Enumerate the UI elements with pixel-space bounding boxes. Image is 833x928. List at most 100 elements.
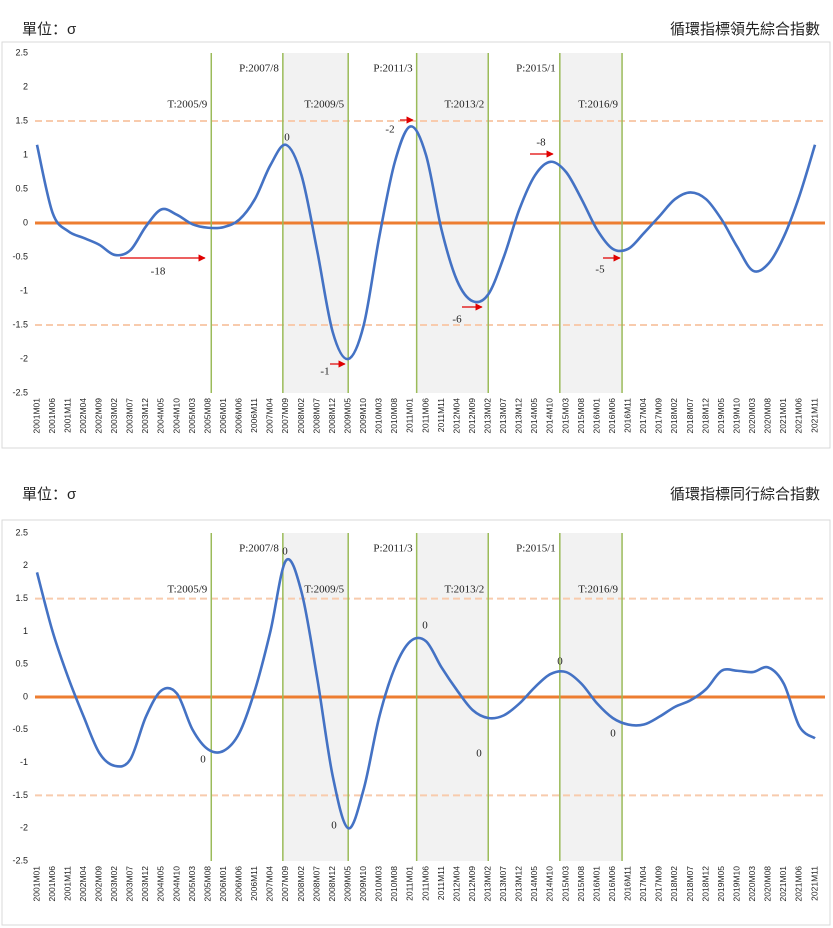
lead-annotation: 0	[284, 132, 290, 144]
lead-annotation: 0	[610, 728, 616, 740]
y-tick-label: -0.5	[12, 251, 28, 261]
x-tick-label: 2014M05	[529, 398, 539, 434]
x-tick-label: 2007M09	[280, 398, 290, 434]
x-tick-label: 2015M03	[560, 398, 570, 434]
chart-title: 循環指標領先綜合指數	[670, 21, 820, 38]
x-tick-label: 2002M09	[93, 398, 103, 434]
x-tick-label: 2016M11	[623, 398, 633, 433]
x-tick-label: 2004M10	[171, 866, 181, 902]
x-tick-label: 2018M12	[700, 866, 710, 902]
reference-label: T:2013/2	[444, 99, 484, 111]
lead-annotation: -6	[452, 314, 462, 326]
x-tick-label: 2004M05	[156, 398, 166, 434]
x-tick-label: 2017M04	[638, 398, 648, 434]
index-line	[35, 557, 816, 830]
x-tick-label: 2016M06	[607, 398, 617, 434]
x-tick-label: 2001M06	[47, 398, 57, 434]
y-tick-label: -2.5	[12, 387, 28, 397]
x-tick-label: 2013M12	[514, 866, 524, 902]
x-tick-label: 2005M08	[202, 398, 212, 434]
x-tick-label: 2001M11	[62, 398, 72, 433]
unit-label: 單位：σ	[22, 21, 77, 38]
x-tick-label: 2005M08	[202, 866, 212, 902]
x-tick-label: 2003M07	[125, 866, 135, 902]
reference-label: T:2013/2	[444, 584, 484, 596]
x-tick-label: 2013M07	[498, 398, 508, 434]
reference-label: T:2009/5	[304, 99, 344, 111]
lead-annotation: 0	[476, 748, 482, 760]
x-tick-label: 2009M05	[342, 398, 352, 434]
x-tick-label: 2007M04	[265, 398, 275, 434]
x-tick-label: 2011M01	[405, 398, 415, 433]
x-tick-label: 2021M01	[778, 398, 788, 434]
y-tick-label: 1.5	[15, 593, 28, 603]
x-tick-label: 2010M08	[389, 398, 399, 434]
x-tick-label: 2013M02	[482, 866, 492, 902]
x-tick-label: 2019M10	[731, 398, 741, 434]
x-tick-label: 2007M09	[280, 866, 290, 902]
x-tick-label: 2020M03	[747, 866, 757, 902]
x-tick-label: 2016M11	[623, 866, 633, 901]
x-tick-label: 2021M11	[809, 866, 819, 901]
y-tick-label: -2	[20, 353, 28, 363]
y-tick-label: -1.5	[12, 790, 28, 800]
y-tick-label: 0	[23, 691, 28, 701]
reference-label: T:2005/9	[167, 584, 207, 596]
y-tick-label: 1.5	[15, 115, 28, 125]
y-tick-label: -2.5	[12, 855, 28, 865]
x-tick-label: 2018M02	[669, 398, 679, 434]
x-tick-label: 2009M10	[358, 398, 368, 434]
x-tick-label: 2013M12	[514, 398, 524, 434]
x-tick-label: 2011M01	[405, 866, 415, 901]
x-tick-label: 2005M03	[187, 398, 197, 434]
lead-annotation: 0	[557, 656, 563, 668]
y-tick-label: 2.5	[15, 47, 28, 57]
x-tick-label: 2018M02	[669, 866, 679, 902]
x-tick-label: 2011M06	[420, 866, 430, 901]
index-line	[35, 125, 817, 361]
x-tick-label: 2001M06	[47, 866, 57, 902]
x-tick-label: 2003M12	[140, 398, 150, 434]
x-tick-label: 2014M10	[545, 398, 555, 434]
x-tick-label: 2018M07	[685, 866, 695, 902]
x-tick-label: 2008M07	[311, 866, 321, 902]
reference-label: T:2005/9	[167, 99, 207, 111]
x-tick-label: 2008M02	[296, 866, 306, 902]
x-tick-label: 2010M03	[374, 866, 384, 902]
x-tick-label: 2020M03	[747, 398, 757, 434]
lead-annotation: -18	[151, 266, 166, 278]
x-tick-label: 2002M04	[78, 866, 88, 902]
reference-label: P:2007/8	[239, 63, 279, 75]
x-tick-label: 2003M12	[140, 866, 150, 902]
x-tick-label: 2011M06	[420, 398, 430, 433]
x-tick-label: 2004M10	[171, 398, 181, 434]
y-tick-label: 2	[23, 560, 28, 570]
y-tick-label: 0	[23, 217, 28, 227]
x-tick-label: 2021M11	[809, 398, 819, 433]
x-tick-label: 2015M03	[560, 866, 570, 902]
x-tick-label: 2012M04	[451, 866, 461, 902]
x-tick-label: 2017M09	[654, 398, 664, 434]
y-tick-label: 1	[23, 626, 28, 636]
x-tick-label: 2002M09	[93, 866, 103, 902]
lead-annotation: 0	[422, 620, 428, 632]
x-tick-label: 2018M12	[700, 398, 710, 434]
x-tick-label: 2006M06	[234, 398, 244, 434]
lead-annotation: -1	[320, 366, 329, 378]
x-tick-label: 2014M10	[545, 866, 555, 902]
chart-title: 循環指標同行綜合指數	[670, 486, 820, 503]
x-tick-label: 2013M07	[498, 866, 508, 902]
x-tick-label: 2015M08	[576, 398, 586, 434]
x-tick-label: 2008M02	[296, 398, 306, 434]
x-tick-label: 2019M05	[716, 398, 726, 434]
x-tick-label: 2004M05	[156, 866, 166, 902]
y-tick-label: 0.5	[15, 659, 28, 669]
reference-label: P:2015/1	[516, 63, 556, 75]
x-tick-label: 2010M08	[389, 866, 399, 902]
x-tick-label: 2001M11	[62, 866, 72, 901]
x-tick-label: 2003M02	[109, 866, 119, 902]
reference-label: P:2015/1	[516, 543, 556, 555]
unit-label: 單位：σ	[22, 486, 77, 503]
reference-label: T:2016/9	[578, 99, 618, 111]
